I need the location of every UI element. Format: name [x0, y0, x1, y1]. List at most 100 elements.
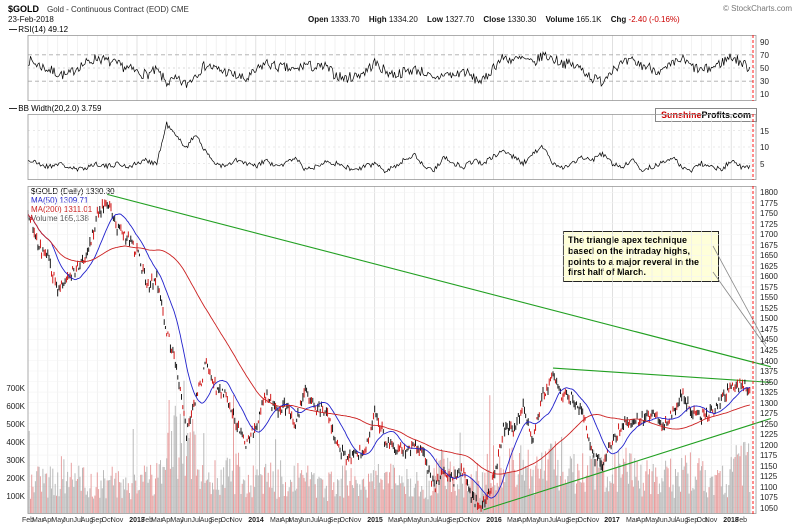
x-axis-month-label: Sep	[685, 517, 699, 524]
x-axis-month-label: Apr	[280, 517, 292, 524]
low-value: 1327.70	[445, 15, 475, 24]
bb-width-line	[27, 121, 751, 174]
volume-label: Volume	[545, 15, 574, 24]
annotation-pointer	[712, 271, 767, 348]
price-axis-label: 1050	[760, 504, 778, 513]
legend-ma50: MA(50) 1309.71	[31, 196, 89, 205]
watermark-profits: Profits.com	[701, 110, 752, 120]
annotation-pointer	[712, 245, 767, 345]
open-label: Open	[308, 15, 329, 24]
x-axis-month-label: Mar	[269, 517, 283, 524]
trendline	[483, 417, 772, 511]
x-axis-month-label: Aug	[437, 517, 451, 524]
ma50-line	[27, 213, 750, 499]
chg-value: -2.40 (-0.16%)	[628, 15, 680, 24]
x-axis-month-label: Aug	[318, 517, 332, 524]
x-axis-month-label: Jul	[310, 517, 320, 524]
x-axis-month-label: Oct	[577, 517, 589, 524]
rsi-plot	[27, 35, 757, 101]
price-axis-label: 1700	[760, 230, 778, 239]
x-axis-month-label: Sep	[447, 517, 461, 524]
x-axis-month-label: Nov	[348, 517, 362, 524]
quote-bar: Open 1333.70 High 1334.20 Low 1327.70 Cl…	[308, 15, 680, 24]
bb-line-marker: —	[9, 104, 17, 113]
x-axis-month-label: Jul	[429, 517, 439, 524]
price-axis-label: 1575	[760, 283, 778, 292]
bb-width-plot	[27, 114, 757, 180]
x-axis-month-label: Nov	[586, 517, 600, 524]
price-axis-label: 1175	[760, 451, 778, 460]
x-axis-month-label: Jul	[73, 517, 83, 524]
price-axis-label: 1300	[760, 399, 778, 408]
x-axis-month-label: Jun	[299, 517, 311, 524]
bb-axis-label: 5	[760, 160, 765, 169]
volume-axis-label: 500K	[6, 420, 25, 429]
x-axis-month-label: Apr	[161, 517, 173, 524]
x-axis-month-label: Mar	[506, 517, 520, 524]
x-axis-month-label: Jul	[191, 517, 201, 524]
volume-axis-label: 700K	[6, 384, 25, 393]
open-value: 1333.70	[330, 15, 360, 24]
symbol-description: Gold - Continuous Contract (EOD) CME	[47, 5, 189, 14]
x-axis-month-label: Nov	[467, 517, 481, 524]
x-axis-month-label: Jul	[548, 517, 558, 524]
volume-value: 165.1K	[576, 15, 602, 24]
legend-price: $GOLD (Daily) 1330.30	[31, 187, 115, 196]
bb-axis-label: 10	[760, 143, 769, 152]
chart-date: 23-Feb-2018	[8, 15, 54, 24]
price-axis-label: 1800	[760, 188, 778, 197]
rsi-line	[27, 50, 751, 88]
x-axis-month-label: Oct	[339, 517, 351, 524]
x-axis-year-label: 2015	[367, 517, 383, 524]
rsi-axis-label: 30	[760, 77, 769, 86]
price-axis-label: 1400	[760, 357, 778, 366]
x-axis-year-label: 2016	[486, 517, 502, 524]
x-axis-year-label: 2018	[723, 517, 739, 524]
x-axis-month-label: Nov	[704, 517, 718, 524]
ma200-line	[27, 213, 750, 475]
volume-axis-label: 600K	[6, 402, 25, 411]
x-axis-month-label: Jul	[667, 517, 677, 524]
rsi-axis-label: 10	[760, 90, 769, 99]
high-label: High	[368, 15, 387, 24]
bb-width-label: — BB Width(20,2.0) 3.759	[9, 104, 102, 113]
x-axis-year-label: 2017	[604, 517, 620, 524]
x-axis-month-label: Apr	[636, 517, 648, 524]
price-axis-label: 1600	[760, 272, 778, 281]
price-axis-label: 1375	[760, 367, 778, 376]
volume-axis-label: 300K	[6, 456, 25, 465]
price-axis-label: 1450	[760, 335, 778, 344]
volume-axis-label: 100K	[6, 492, 25, 501]
rsi-axis-label: 70	[760, 51, 769, 60]
high-value: 1334.20	[388, 15, 418, 24]
x-axis-month-label: Jun	[656, 517, 668, 524]
price-axis-label: 1075	[760, 493, 778, 502]
x-axis-month-label: Oct	[101, 517, 113, 524]
x-axis-month-label: May	[526, 517, 540, 524]
legend-volume: Volume 165,138	[31, 214, 89, 223]
trendline	[552, 367, 771, 383]
price-axis-label: 1325	[760, 388, 778, 397]
watermark-sunshine: Sunshine	[661, 110, 702, 120]
low-label: Low	[427, 15, 444, 24]
x-axis-month-label: Apr	[398, 517, 410, 524]
price-axis-label: 1100	[760, 483, 778, 492]
price-axis-label: 1725	[760, 220, 778, 229]
x-axis-month-label: Mar	[31, 517, 45, 524]
x-axis-month-label: Sep	[90, 517, 104, 524]
x-axis-month-label: Jun	[537, 517, 549, 524]
x-axis-month-label: Nov	[229, 517, 243, 524]
price-axis-label: 1200	[760, 441, 778, 450]
chg-label: Chg	[610, 15, 627, 24]
x-axis-month-label: Aug	[80, 517, 94, 524]
trendline	[107, 193, 772, 368]
rsi-line-marker: —	[9, 25, 17, 34]
x-axis-month-label: Oct	[458, 517, 470, 524]
x-axis-month-label: May	[51, 517, 65, 524]
x-axis-month-label: Sep	[209, 517, 223, 524]
price-axis-label: 1250	[760, 420, 778, 429]
x-axis-year-label: 2013	[129, 517, 145, 524]
price-axis-label: 1625	[760, 262, 778, 271]
rsi-label: — RSI(14) 49.12	[9, 25, 69, 34]
